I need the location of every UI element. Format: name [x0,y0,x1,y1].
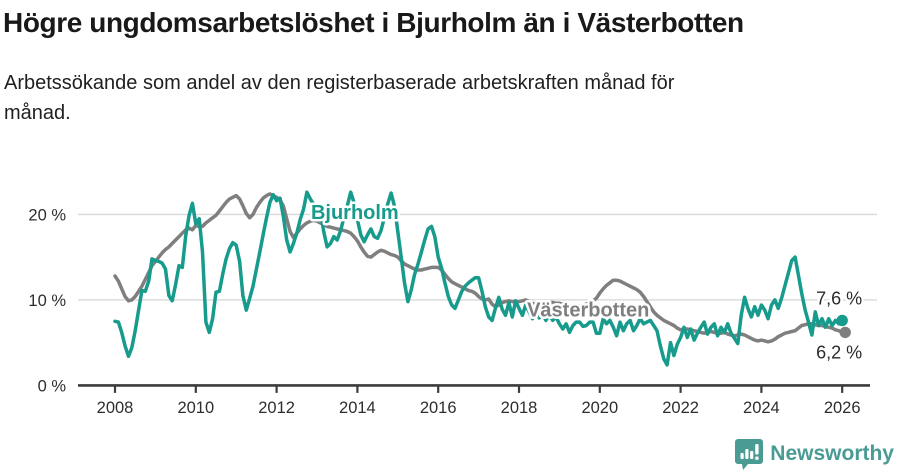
x-tick-label: 2022 [662,399,699,417]
x-tick-label: 2016 [420,399,457,417]
y-axis-labels: 0 % 10 % 20 % [28,206,66,395]
end-dot-vasterbotten [839,326,851,339]
x-tick-label: 2014 [339,399,376,417]
chart-subtitle-line-2: månad. [4,102,71,124]
series-lines [113,190,844,367]
x-tick-label: 2010 [177,399,214,417]
x-axis-labels: 2008 2010 2012 2014 2016 2018 2020 2022 2024 2026 [97,399,861,417]
x-tick-label: 2012 [258,399,295,417]
x-tick-label: 2008 [97,399,134,417]
series-end-dots [836,314,851,339]
series-line-vasterbotten [113,192,844,344]
newsworthy-brand-name: Newsworthy [770,442,894,465]
end-value-label-vasterbotten: 6,2 % [816,342,862,362]
end-value-labels: 6,2 % 7,6 % [814,286,865,365]
y-tick-label: 20 % [28,206,66,224]
chart-subtitle: Arbetssökande som andel av den registerb… [4,68,864,128]
end-value-label-bjurholm: 7,6 % [816,288,862,308]
x-axis [78,384,870,393]
x-tick-label: 2020 [581,399,618,417]
series-labels: Västerbotten Bjurholm [308,199,651,323]
y-tick-label: 0 % [38,377,67,395]
series-label-vasterbotten: Västerbotten [527,299,649,321]
series-label-bjurholm: Bjurholm [311,202,399,224]
x-tick-label: 2026 [824,399,861,417]
end-dot-bjurholm [836,314,848,327]
bar-chart-speech-bubble-icon [735,439,764,470]
chart-subtitle-line-1: Arbetssökande som andel av den registerb… [4,72,675,94]
x-tick-label: 2018 [501,399,538,417]
newsworthy-logo[interactable]: Newsworthy [735,438,894,470]
x-tick-label: 2024 [743,399,780,417]
y-tick-label: 10 % [28,292,66,310]
chart-title: Högre ungdomsarbetslöshet i Bjurholm än … [3,7,744,38]
series-line-bjurholm [113,190,844,367]
